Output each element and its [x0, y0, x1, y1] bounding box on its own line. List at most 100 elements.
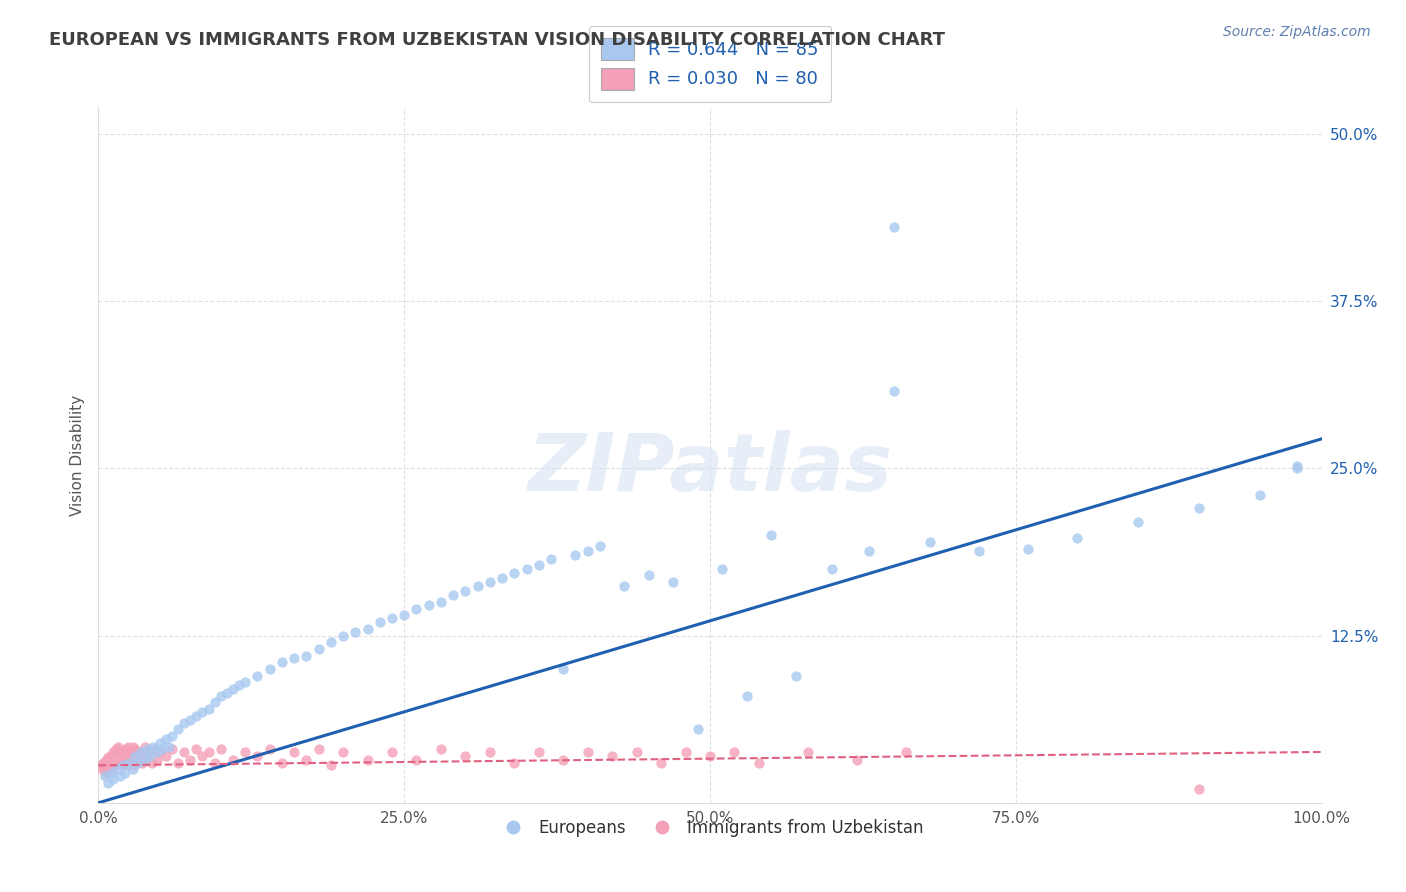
Point: [110, 769, 132, 783]
Point: [167, 756, 190, 770]
Point: [711, 562, 734, 576]
Point: [167, 723, 190, 737]
Y-axis label: Vision Disability: Vision Disability: [69, 394, 84, 516]
Point: [149, 735, 172, 749]
Point: [121, 739, 143, 754]
Point: [139, 745, 162, 759]
Point: [418, 598, 440, 612]
Point: [222, 681, 245, 696]
Point: [650, 756, 672, 770]
Point: [120, 749, 142, 764]
Point: [381, 611, 404, 625]
Point: [894, 745, 917, 759]
Point: [785, 669, 807, 683]
Point: [146, 753, 169, 767]
Point: [124, 742, 146, 756]
Point: [118, 756, 141, 770]
Point: [149, 745, 172, 759]
Point: [283, 745, 305, 759]
Point: [515, 562, 537, 576]
Point: [115, 753, 138, 767]
Point: [662, 575, 685, 590]
Point: [104, 742, 127, 756]
Point: [1017, 541, 1039, 556]
Point: [553, 662, 575, 676]
Point: [1286, 458, 1309, 473]
Point: [112, 756, 135, 770]
Point: [527, 558, 550, 572]
Point: [142, 739, 165, 754]
Text: Source: ZipAtlas.com: Source: ZipAtlas.com: [1223, 25, 1371, 39]
Point: [1188, 782, 1211, 797]
Point: [1188, 501, 1211, 516]
Point: [186, 742, 208, 756]
Point: [96, 761, 118, 775]
Point: [101, 772, 124, 786]
Point: [564, 548, 586, 563]
Point: [103, 758, 125, 772]
Point: [228, 678, 250, 692]
Point: [344, 624, 367, 639]
Point: [858, 544, 880, 558]
Point: [478, 745, 501, 759]
Point: [319, 758, 342, 772]
Point: [215, 686, 238, 700]
Point: [111, 758, 134, 772]
Point: [430, 595, 453, 609]
Point: [155, 749, 177, 764]
Point: [197, 702, 219, 716]
Point: [98, 758, 121, 772]
Point: [883, 220, 905, 235]
Point: [430, 742, 453, 756]
Point: [114, 766, 136, 780]
Point: [93, 766, 115, 780]
Legend: Europeans, Immigrants from Uzbekistan: Europeans, Immigrants from Uzbekistan: [489, 812, 931, 843]
Point: [553, 753, 575, 767]
Point: [270, 655, 294, 669]
Point: [209, 689, 232, 703]
Point: [179, 713, 201, 727]
Point: [233, 675, 256, 690]
Point: [179, 753, 201, 767]
Point: [124, 749, 146, 764]
Point: [405, 753, 427, 767]
Point: [97, 750, 120, 764]
Point: [308, 742, 330, 756]
Point: [127, 756, 149, 770]
Point: [136, 749, 159, 764]
Point: [405, 602, 427, 616]
Point: [197, 745, 219, 759]
Point: [761, 528, 783, 542]
Point: [114, 742, 136, 756]
Point: [111, 758, 134, 772]
Point: [381, 745, 404, 759]
Point: [259, 662, 281, 676]
Point: [120, 745, 142, 759]
Point: [626, 745, 648, 759]
Point: [105, 756, 128, 770]
Point: [920, 534, 942, 549]
Point: [748, 756, 770, 770]
Point: [222, 753, 245, 767]
Point: [139, 749, 162, 764]
Point: [93, 769, 115, 783]
Point: [136, 742, 159, 756]
Point: [131, 756, 153, 770]
Text: EUROPEAN VS IMMIGRANTS FROM UZBEKISTAN VISION DISABILITY CORRELATION CHART: EUROPEAN VS IMMIGRANTS FROM UZBEKISTAN V…: [49, 31, 945, 49]
Point: [246, 749, 269, 764]
Point: [91, 756, 114, 770]
Point: [454, 584, 477, 599]
Point: [107, 739, 129, 754]
Point: [100, 766, 122, 780]
Point: [191, 705, 214, 719]
Point: [90, 758, 112, 772]
Point: [157, 739, 180, 754]
Point: [503, 566, 526, 580]
Point: [270, 756, 294, 770]
Point: [173, 745, 195, 759]
Point: [94, 753, 117, 767]
Point: [111, 749, 134, 764]
Point: [392, 608, 416, 623]
Point: [105, 762, 128, 776]
Point: [699, 749, 721, 764]
